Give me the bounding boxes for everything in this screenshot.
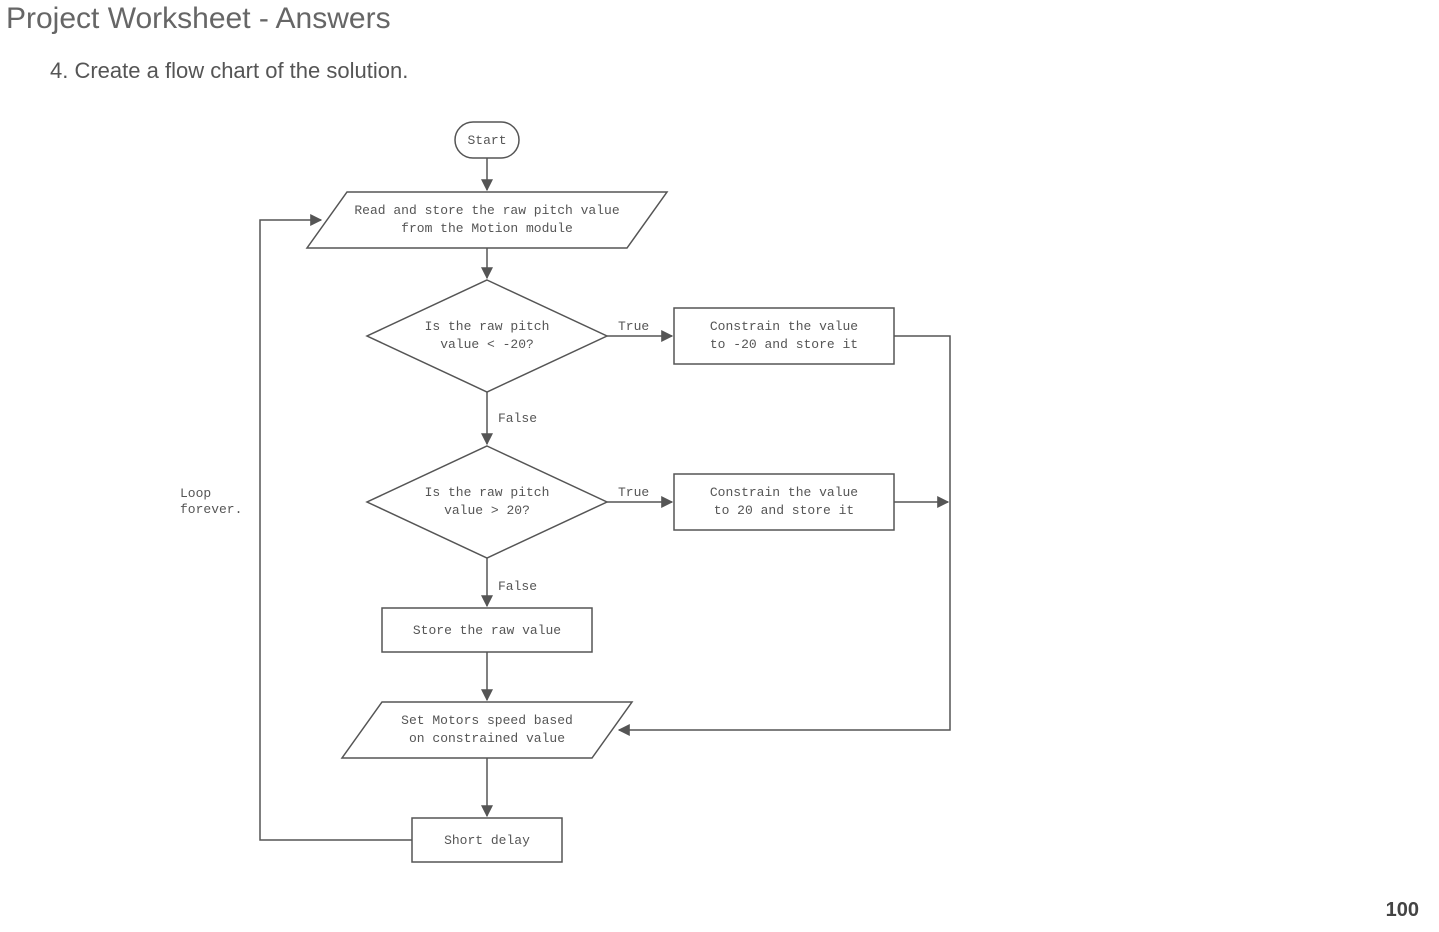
label-dec1-true: True <box>618 319 649 334</box>
node-setmotors-label1: Set Motors speed based <box>401 713 573 728</box>
flowchart-svg: Start Read and store the raw pitch value… <box>0 0 1439 932</box>
node-decision-1: Is the raw pitch value < -20? <box>367 280 607 392</box>
node-process1-label2: to -20 and store it <box>710 337 858 352</box>
node-process-1: Constrain the value to -20 and store it <box>674 308 894 364</box>
node-read-label2: from the Motion module <box>401 221 573 236</box>
label-loop-2: forever. <box>180 502 242 517</box>
node-decision-2: Is the raw pitch value > 20? <box>367 446 607 558</box>
node-start-label: Start <box>467 133 506 148</box>
node-setmotors: Set Motors speed based on constrained va… <box>342 702 632 758</box>
label-dec1-false: False <box>498 411 537 426</box>
label-dec2-false: False <box>498 579 537 594</box>
node-decision1-label1: Is the raw pitch <box>425 319 550 334</box>
worksheet-page: Project Worksheet - Answers 4. Create a … <box>0 0 1439 932</box>
node-decision2-label1: Is the raw pitch <box>425 485 550 500</box>
node-start: Start <box>455 122 519 158</box>
node-decision2-label2: value > 20? <box>444 503 530 518</box>
node-process1-label1: Constrain the value <box>710 319 858 334</box>
node-read: Read and store the raw pitch value from … <box>307 192 667 248</box>
node-delay-label: Short delay <box>444 833 530 848</box>
node-store: Store the raw value <box>382 608 592 652</box>
node-store-label: Store the raw value <box>413 623 561 638</box>
node-delay: Short delay <box>412 818 562 862</box>
node-process2-label1: Constrain the value <box>710 485 858 500</box>
edge-proc1-setmotors <box>619 336 950 730</box>
node-read-label1: Read and store the raw pitch value <box>354 203 619 218</box>
node-process2-label2: to 20 and store it <box>714 503 854 518</box>
label-loop-1: Loop <box>180 486 211 501</box>
node-setmotors-label2: on constrained value <box>409 731 565 746</box>
label-dec2-true: True <box>618 485 649 500</box>
node-process-2: Constrain the value to 20 and store it <box>674 474 894 530</box>
node-decision1-label2: value < -20? <box>440 337 534 352</box>
